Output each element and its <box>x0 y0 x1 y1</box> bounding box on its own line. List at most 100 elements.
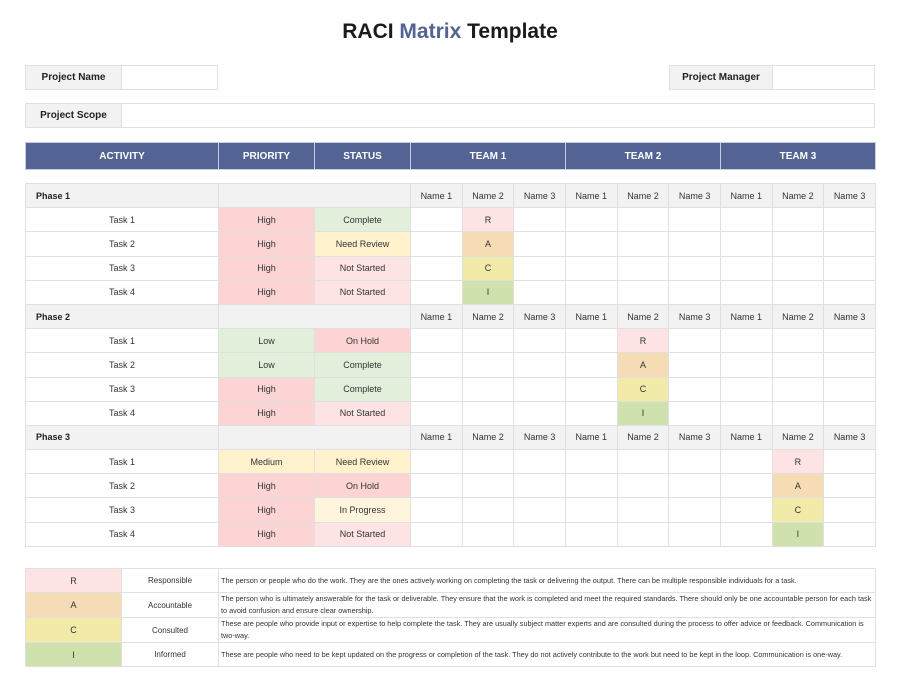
raci-cell[interactable] <box>719 449 773 475</box>
raci-cell[interactable] <box>513 255 566 281</box>
priority-cell[interactable]: High <box>218 400 315 426</box>
raci-cell[interactable] <box>771 279 825 305</box>
member-name[interactable]: Name 2 <box>616 303 670 330</box>
member-name[interactable]: Name 2 <box>461 182 515 209</box>
raci-cell[interactable] <box>410 400 463 426</box>
raci-cell[interactable]: C <box>771 497 825 523</box>
member-name[interactable]: Name 2 <box>461 303 515 330</box>
raci-cell[interactable] <box>513 449 566 475</box>
raci-cell[interactable]: A <box>771 473 825 499</box>
raci-cell[interactable] <box>668 497 721 523</box>
priority-cell[interactable]: High <box>218 497 315 523</box>
member-name[interactable]: Name 2 <box>461 424 515 451</box>
raci-cell[interactable] <box>771 328 825 354</box>
raci-cell[interactable] <box>616 231 670 257</box>
raci-cell[interactable] <box>513 376 566 402</box>
member-name[interactable]: Name 1 <box>719 424 773 451</box>
raci-cell[interactable] <box>513 521 566 547</box>
raci-cell[interactable] <box>564 376 618 402</box>
raci-cell[interactable] <box>513 400 566 426</box>
member-name[interactable]: Name 1 <box>410 424 463 451</box>
member-name[interactable]: Name 3 <box>668 424 721 451</box>
raci-cell[interactable] <box>461 400 515 426</box>
raci-cell[interactable] <box>668 328 721 354</box>
raci-cell[interactable] <box>719 376 773 402</box>
member-name[interactable]: Name 1 <box>410 303 463 330</box>
raci-cell[interactable] <box>564 328 618 354</box>
member-name[interactable]: Name 3 <box>668 303 721 330</box>
status-cell[interactable]: Need Review <box>314 231 411 257</box>
raci-cell[interactable] <box>719 497 773 523</box>
raci-cell[interactable]: C <box>616 376 670 402</box>
raci-cell[interactable] <box>564 207 618 233</box>
raci-cell[interactable] <box>564 521 618 547</box>
raci-cell[interactable] <box>823 400 876 426</box>
raci-cell[interactable] <box>616 473 670 499</box>
raci-cell[interactable]: A <box>616 352 670 378</box>
raci-cell[interactable] <box>410 376 463 402</box>
raci-cell[interactable] <box>668 255 721 281</box>
priority-cell[interactable]: Medium <box>218 449 315 475</box>
priority-cell[interactable]: High <box>218 255 315 281</box>
raci-cell[interactable] <box>823 352 876 378</box>
member-name[interactable]: Name 1 <box>564 182 618 209</box>
raci-cell[interactable] <box>410 473 463 499</box>
raci-cell[interactable] <box>771 207 825 233</box>
member-name[interactable]: Name 2 <box>616 424 670 451</box>
raci-cell[interactable] <box>513 328 566 354</box>
raci-cell[interactable] <box>410 207 463 233</box>
raci-cell[interactable]: I <box>771 521 825 547</box>
raci-cell[interactable] <box>616 497 670 523</box>
raci-cell[interactable] <box>513 497 566 523</box>
raci-cell[interactable] <box>564 449 618 475</box>
raci-cell[interactable]: R <box>461 207 515 233</box>
member-name[interactable]: Name 3 <box>823 182 876 209</box>
raci-cell[interactable] <box>771 352 825 378</box>
raci-cell[interactable] <box>719 473 773 499</box>
raci-cell[interactable] <box>668 521 721 547</box>
member-name[interactable]: Name 1 <box>719 303 773 330</box>
raci-cell[interactable] <box>410 497 463 523</box>
raci-cell[interactable] <box>823 497 876 523</box>
raci-cell[interactable] <box>564 497 618 523</box>
project-name-field[interactable] <box>121 65 218 90</box>
raci-cell[interactable] <box>513 473 566 499</box>
raci-cell[interactable] <box>461 473 515 499</box>
raci-cell[interactable] <box>719 352 773 378</box>
raci-cell[interactable] <box>461 352 515 378</box>
status-cell[interactable]: Complete <box>314 207 411 233</box>
raci-cell[interactable]: I <box>616 400 670 426</box>
raci-cell[interactable] <box>823 231 876 257</box>
priority-cell[interactable]: High <box>218 473 315 499</box>
raci-cell[interactable] <box>564 352 618 378</box>
member-name[interactable]: Name 2 <box>616 182 670 209</box>
raci-cell[interactable] <box>616 449 670 475</box>
member-name[interactable]: Name 3 <box>823 424 876 451</box>
raci-cell[interactable] <box>668 449 721 475</box>
status-cell[interactable]: Not Started <box>314 521 411 547</box>
raci-cell[interactable] <box>719 207 773 233</box>
raci-cell[interactable] <box>513 279 566 305</box>
raci-cell[interactable] <box>823 255 876 281</box>
status-cell[interactable]: Complete <box>314 376 411 402</box>
raci-cell[interactable] <box>771 376 825 402</box>
raci-cell[interactable] <box>564 400 618 426</box>
status-cell[interactable]: Not Started <box>314 279 411 305</box>
raci-cell[interactable] <box>823 449 876 475</box>
raci-cell[interactable] <box>616 279 670 305</box>
member-name[interactable]: Name 2 <box>771 303 825 330</box>
raci-cell[interactable] <box>461 521 515 547</box>
raci-cell[interactable] <box>410 352 463 378</box>
raci-cell[interactable] <box>719 231 773 257</box>
raci-cell[interactable] <box>410 231 463 257</box>
member-name[interactable]: Name 3 <box>668 182 721 209</box>
raci-cell[interactable]: A <box>461 231 515 257</box>
raci-cell[interactable] <box>668 231 721 257</box>
raci-cell[interactable] <box>771 231 825 257</box>
raci-cell[interactable] <box>823 376 876 402</box>
raci-cell[interactable] <box>668 400 721 426</box>
raci-cell[interactable] <box>616 207 670 233</box>
raci-cell[interactable] <box>564 255 618 281</box>
raci-cell[interactable] <box>668 376 721 402</box>
member-name[interactable]: Name 1 <box>564 303 618 330</box>
